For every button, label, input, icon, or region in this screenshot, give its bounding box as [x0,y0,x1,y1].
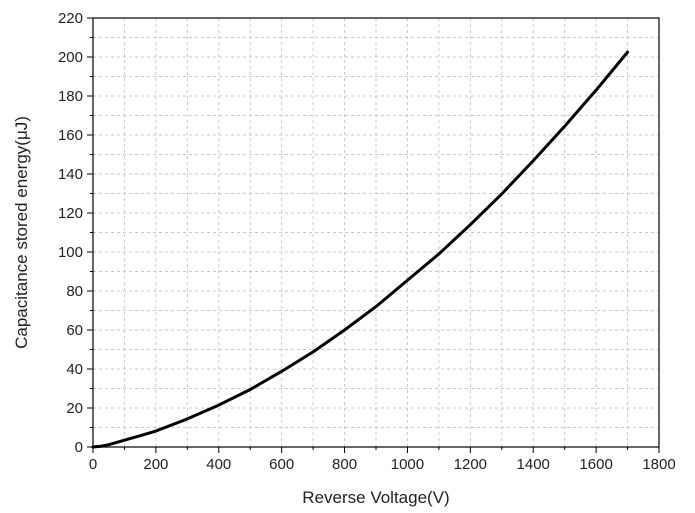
x-tick-label: 0 [89,456,97,473]
y-axis-title: Capacitance stored energy(μJ) [12,116,31,349]
y-tick-label: 200 [58,49,83,66]
x-tick-label: 400 [206,456,231,473]
y-tick-label: 20 [66,400,83,417]
x-tick-label: 1000 [391,456,424,473]
x-tick-label: 1200 [454,456,487,473]
x-tick-label: 600 [269,456,294,473]
x-tick-label: 1800 [642,456,675,473]
axes [87,17,660,453]
y-tick-label: 180 [58,88,83,105]
x-axis-title: Reverse Voltage(V) [302,488,449,507]
y-tick-label: 140 [58,166,83,183]
y-tick-label: 220 [58,10,83,27]
y-tick-label: 160 [58,127,83,144]
series-line [91,50,630,449]
y-tick-label: 100 [58,244,83,261]
y-tick-label: 40 [66,361,83,378]
x-tick-label: 1400 [517,456,550,473]
y-tick-label: 120 [58,205,83,222]
tick-labels: 0 200 400 600 800 1000 1200 1400 1600 1800 0 20 40 60… [58,10,676,473]
y-tick-label: 80 [66,283,83,300]
y-tick-label: 0 [75,439,83,456]
x-tick-label: 1600 [579,456,612,473]
y-tick-label: 60 [66,322,83,339]
series-layer [91,50,630,449]
x-tick-label: 800 [332,456,357,473]
x-tick-label: 200 [143,456,168,473]
grid [93,18,659,447]
